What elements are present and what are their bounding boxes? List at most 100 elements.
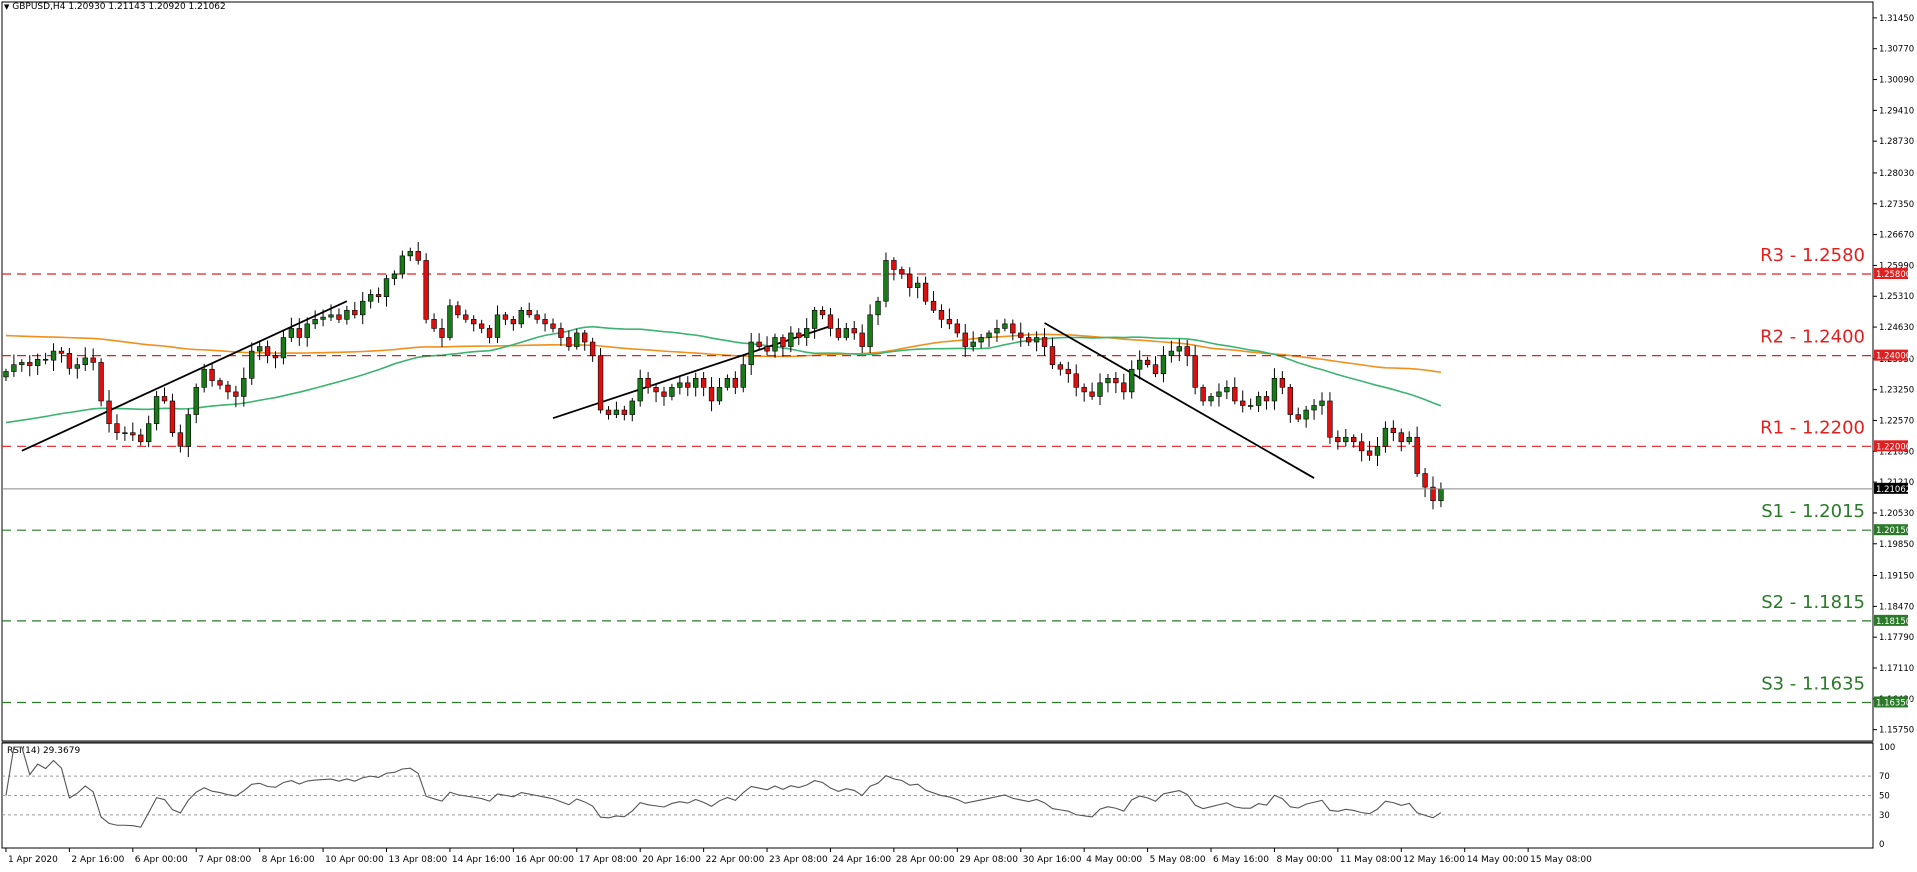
candle-body [764, 346, 770, 352]
candle-body [915, 282, 921, 288]
candle-body [367, 294, 374, 302]
y-tick-label: 1.29410 [1879, 106, 1914, 116]
candle-body [629, 400, 635, 415]
candle-body [613, 409, 620, 415]
candle-body [780, 337, 786, 347]
candle-body [1232, 387, 1238, 402]
candle-body [439, 328, 445, 338]
candle-body [1097, 382, 1103, 397]
candle-body [169, 400, 176, 434]
level-label: S1 - 1.2015 [1761, 501, 1865, 522]
candle-body [589, 341, 596, 356]
candle-body [106, 400, 112, 424]
candle-body [1335, 436, 1341, 443]
rsi-tick-label: 50 [1879, 792, 1890, 802]
candle-body [185, 414, 191, 447]
candle-body [685, 382, 691, 388]
candle-body [304, 323, 310, 338]
candle-body [1136, 359, 1143, 370]
candle-body [1382, 427, 1389, 447]
x-tick-label: 8 Apr 16:00 [262, 855, 315, 865]
candle-body [1343, 436, 1349, 443]
x-tick-label: 24 Apr 16:00 [832, 855, 891, 865]
level-price-tag [1874, 524, 1908, 536]
candle-body [1287, 387, 1293, 415]
candle-body [1358, 441, 1365, 452]
rsi-tick-label: 0 [1879, 840, 1884, 850]
candle-body [1271, 378, 1278, 402]
x-tick-label: 2 Apr 16:00 [71, 855, 124, 865]
candle-body [288, 328, 295, 338]
x-tick-label: 20 Apr 16:00 [642, 855, 701, 865]
x-tick-label: 4 May 00:00 [1086, 855, 1142, 865]
level-label: R1 - 1.2200 [1760, 417, 1865, 438]
x-tick-label: 14 Apr 16:00 [452, 855, 511, 865]
candle-body [193, 387, 199, 415]
dropdown-triangle-icon[interactable]: ▼ [4, 3, 10, 11]
candle-body [510, 319, 517, 325]
candle-body [1430, 486, 1436, 502]
candle-body [455, 305, 461, 316]
candle-body [938, 309, 945, 320]
candle-body [1224, 387, 1230, 393]
candle-body [891, 260, 897, 270]
candle-body [796, 332, 802, 338]
y-tick-label: 1.28730 [1879, 137, 1914, 147]
candle-body [1113, 378, 1119, 384]
candle-body [1311, 405, 1317, 411]
candle-body [772, 337, 778, 352]
candle-body [1422, 473, 1428, 488]
candle-body [1160, 355, 1167, 375]
candle-body [375, 294, 382, 297]
candle-body [566, 337, 572, 347]
y-tick-label: 1.30090 [1879, 76, 1914, 86]
level-label: R2 - 1.2400 [1760, 327, 1865, 348]
candle-body [352, 309, 358, 316]
candle-body [82, 357, 88, 365]
candle-body [19, 362, 25, 365]
candle-body [645, 378, 651, 388]
level-price-tag-text: 1.25800 [1876, 270, 1911, 280]
x-tick-label: 22 Apr 00:00 [706, 855, 765, 865]
candle-body [922, 282, 929, 302]
candle-body [320, 316, 326, 320]
candle-body [875, 300, 881, 316]
candle-body [1303, 409, 1309, 420]
y-tick-label: 1.18470 [1879, 602, 1914, 612]
candle-body [1390, 427, 1397, 434]
candle-body [161, 396, 168, 402]
level-price-tag-text: 1.24000 [1876, 352, 1911, 362]
candle-body [66, 353, 73, 369]
y-tick-label: 1.17110 [1879, 664, 1914, 674]
candle-body [336, 314, 342, 320]
x-tick-label: 14 May 00:00 [1467, 855, 1529, 865]
candle-body [344, 309, 350, 320]
candle-body [1247, 405, 1254, 407]
trendline [1044, 322, 1315, 479]
candle-body [946, 319, 953, 325]
candle-body [1327, 400, 1333, 438]
candle-body [256, 346, 263, 352]
candle-body [1089, 391, 1095, 397]
candle-body [1049, 346, 1056, 365]
level-label: S2 - 1.1815 [1761, 592, 1865, 613]
level-price-tag-text: 1.20150 [1876, 526, 1911, 536]
candle-body [478, 323, 485, 329]
candle-body [1208, 396, 1214, 402]
x-tick-label: 1 Apr 2020 [8, 855, 58, 865]
candle-body [859, 332, 865, 347]
y-tick-label: 1.25310 [1879, 292, 1914, 302]
candle-body [851, 328, 857, 334]
candle-body [1200, 387, 1206, 402]
candle-body [11, 364, 17, 372]
level-price-tag-text: 1.18150 [1876, 617, 1911, 627]
candle-body [1033, 337, 1040, 343]
y-tick-label: 1.26670 [1879, 231, 1914, 241]
candle-body [1319, 400, 1325, 406]
candle-body [34, 358, 41, 366]
candle-body [867, 314, 873, 347]
candle-body [819, 309, 826, 316]
rsi-tick-label: 70 [1879, 772, 1890, 782]
x-tick-label: 28 Apr 00:00 [896, 855, 955, 865]
